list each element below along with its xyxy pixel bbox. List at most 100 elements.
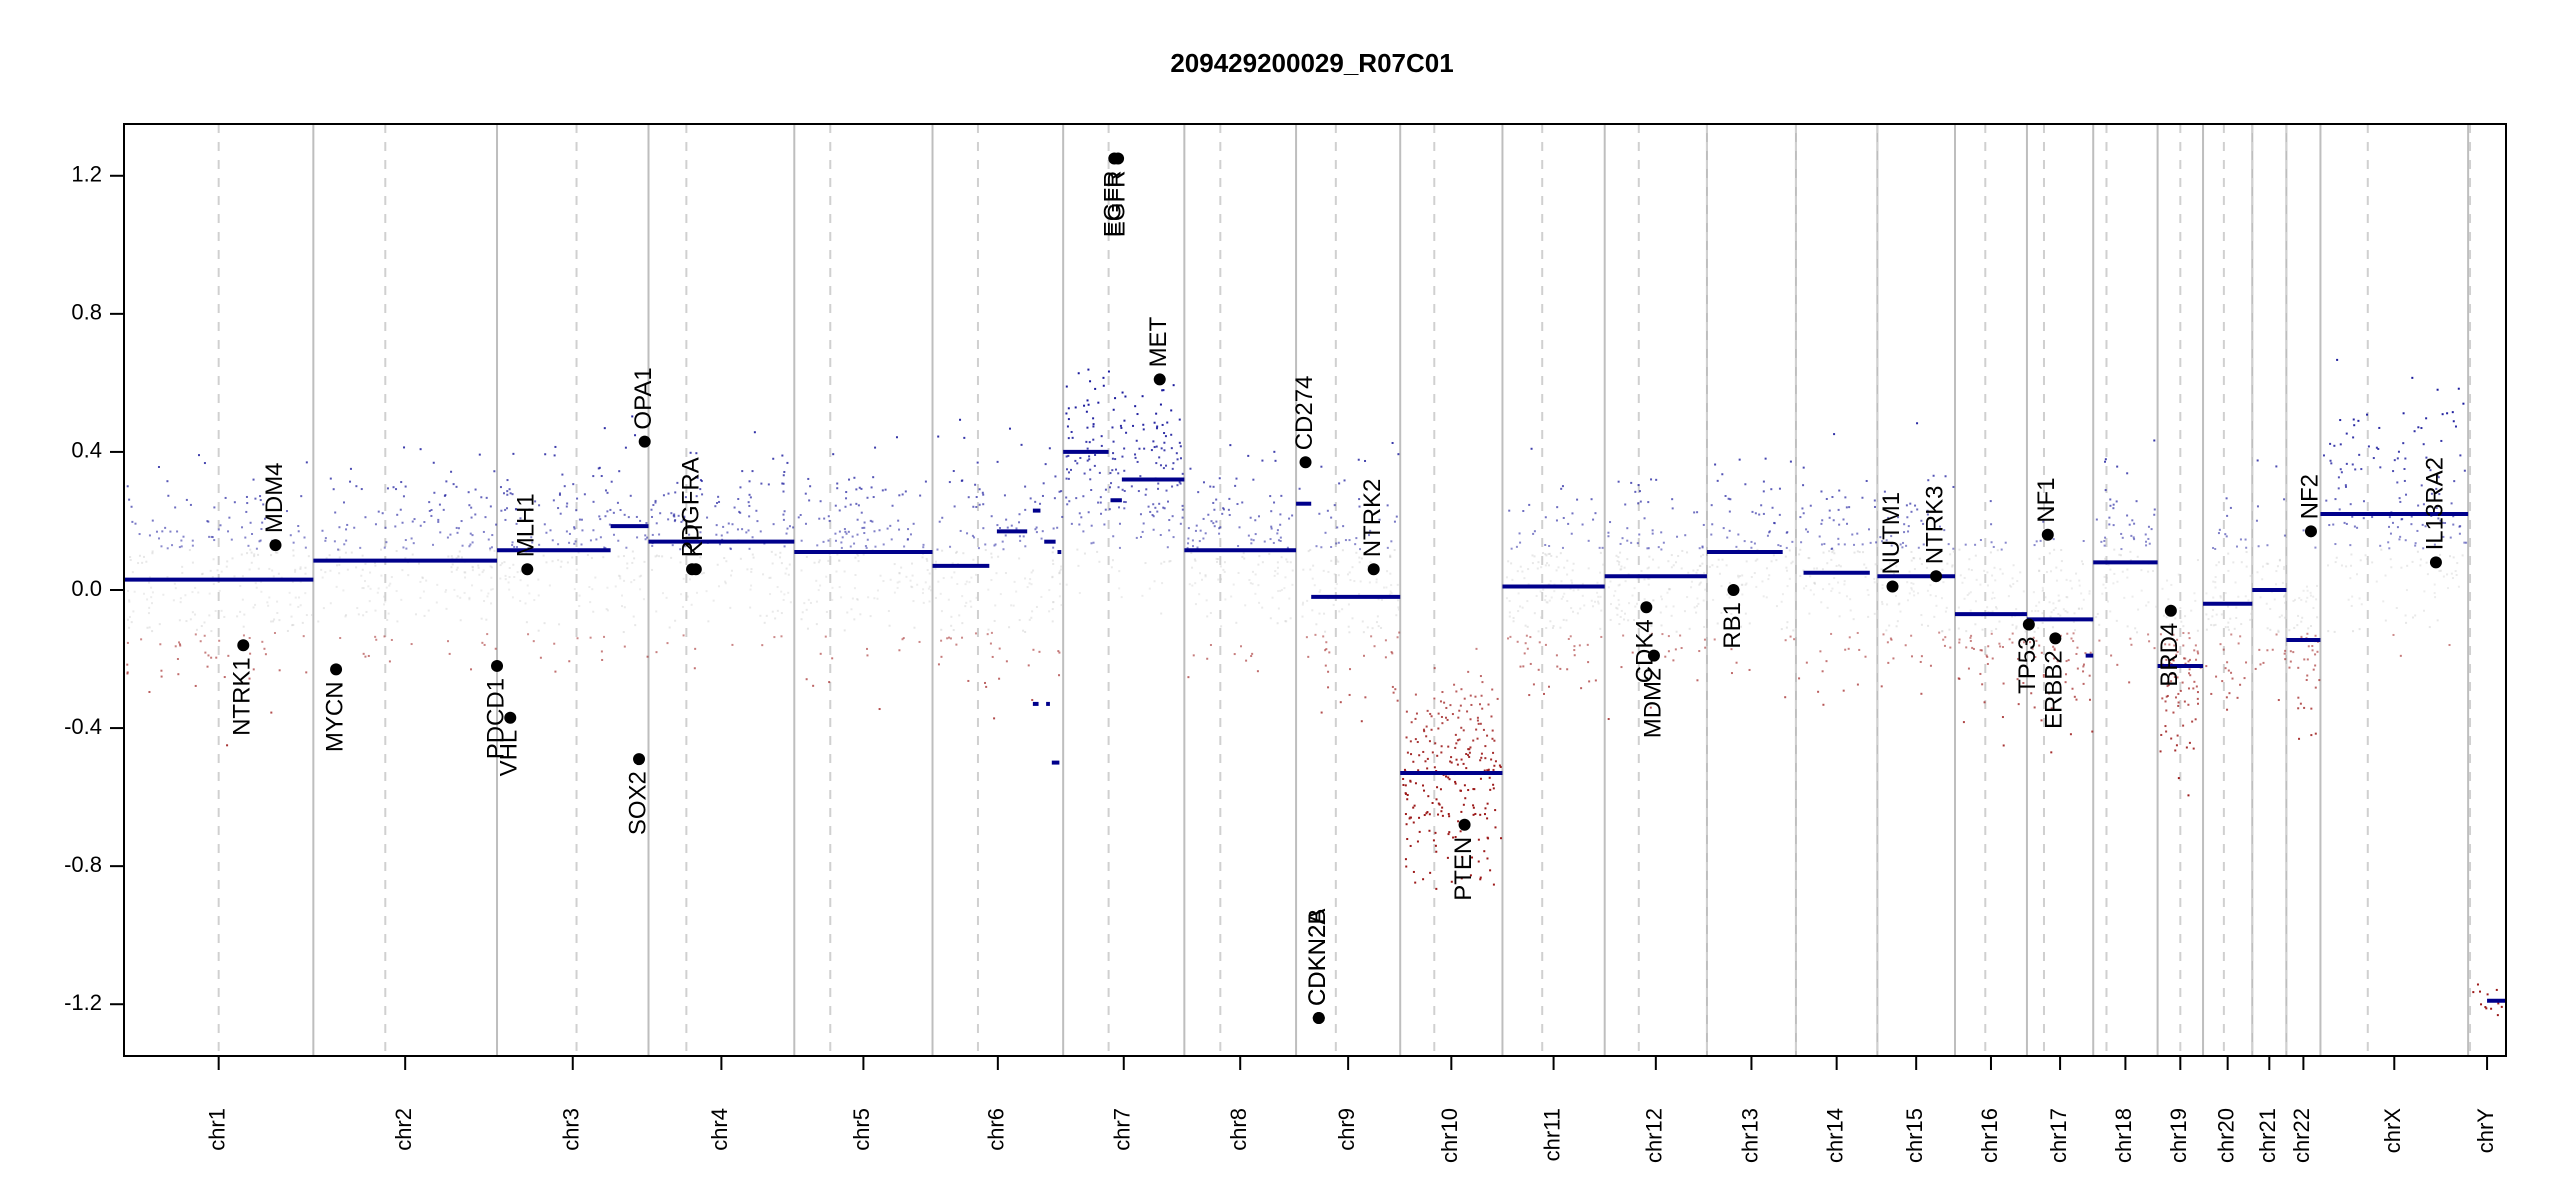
probe-point	[451, 557, 454, 560]
probe-point	[1125, 431, 1128, 434]
probe-point	[292, 541, 295, 544]
probe-point	[1917, 546, 1920, 549]
probe-point	[2275, 570, 2278, 573]
probe-point	[1065, 455, 1068, 458]
probe-point	[1396, 583, 1399, 586]
probe-point	[1402, 777, 1405, 780]
probe-point	[1545, 627, 1548, 630]
probe-point	[126, 485, 129, 488]
probe-point	[2454, 570, 2457, 573]
gene-label: NF2	[2296, 474, 2323, 519]
probe-point	[1360, 720, 1363, 723]
probe-point	[924, 480, 927, 483]
probe-point	[1414, 693, 1417, 696]
probe-point	[214, 609, 217, 612]
probe-point	[1150, 449, 1153, 452]
probe-point	[876, 589, 879, 592]
probe-point	[2041, 589, 2044, 592]
probe-point	[1389, 554, 1392, 557]
probe-point	[873, 530, 876, 533]
probe-point	[998, 677, 1001, 680]
probe-point	[2404, 457, 2407, 460]
probe-point	[2256, 505, 2259, 508]
probe-point	[741, 470, 744, 473]
probe-point	[729, 548, 732, 551]
probe-point	[761, 644, 764, 647]
probe-point	[731, 643, 734, 646]
probe-point	[2367, 445, 2370, 448]
probe-point	[1544, 543, 1547, 546]
probe-point	[751, 553, 754, 556]
probe-point	[1618, 561, 1621, 564]
probe-point	[1092, 417, 1095, 420]
probe-point	[780, 635, 783, 638]
probe-point	[1159, 464, 1162, 467]
probe-point	[551, 560, 554, 563]
probe-point	[1187, 676, 1190, 679]
probe-point	[1542, 692, 1545, 695]
probe-point	[1250, 655, 1253, 658]
probe-point	[2188, 637, 2191, 640]
probe-point	[148, 576, 151, 579]
probe-point	[1480, 752, 1483, 755]
probe-point	[2403, 479, 2406, 482]
probe-point	[1121, 488, 1124, 491]
probe-point	[1613, 594, 1616, 597]
probe-point	[558, 492, 561, 495]
probe-point	[1979, 672, 1982, 675]
probe-point	[1470, 703, 1473, 706]
probe-point	[1484, 757, 1487, 760]
probe-point	[2399, 654, 2402, 657]
probe-point	[1048, 447, 1051, 450]
probe-point	[882, 543, 885, 546]
probe-point	[948, 636, 951, 639]
probe-point	[1896, 620, 1899, 623]
probe-point	[838, 509, 841, 512]
probe-point	[364, 516, 367, 519]
probe-point	[2393, 459, 2396, 462]
probe-point	[1070, 522, 1073, 525]
probe-point	[1483, 813, 1486, 816]
probe-point	[160, 669, 163, 672]
probe-point	[2120, 548, 2123, 551]
probe-point	[800, 569, 803, 572]
probe-point	[151, 630, 154, 633]
probe-point	[691, 552, 694, 555]
probe-point	[1649, 634, 1652, 637]
probe-point	[1791, 540, 1794, 543]
probe-point	[869, 615, 872, 618]
probe-point	[921, 592, 924, 595]
probe-point	[1837, 543, 1840, 546]
probe-point	[297, 525, 300, 528]
probe-point	[384, 526, 387, 529]
probe-point	[1271, 596, 1274, 599]
probe-point	[1249, 516, 1252, 519]
probe-point	[509, 492, 512, 495]
probe-point	[919, 494, 922, 497]
probe-point	[1938, 631, 1941, 634]
probe-point	[762, 573, 765, 576]
probe-point	[1721, 558, 1724, 561]
probe-point	[2416, 550, 2419, 553]
probe-point	[1511, 578, 1514, 581]
probe-point	[1708, 565, 1711, 568]
probe-point	[969, 600, 972, 603]
probe-point	[1532, 683, 1535, 686]
probe-point	[575, 509, 578, 512]
probe-point	[861, 526, 864, 529]
probe-point	[1405, 865, 1408, 868]
probe-point	[375, 638, 378, 641]
probe-point	[1343, 479, 1346, 482]
probe-point	[310, 614, 313, 617]
probe-point	[1385, 586, 1388, 589]
probe-point	[528, 592, 531, 595]
probe-point	[717, 585, 720, 588]
probe-point	[2294, 598, 2297, 601]
probe-point	[300, 495, 303, 498]
probe-point	[1279, 540, 1282, 543]
probe-point	[1649, 706, 1652, 709]
probe-point	[2069, 733, 2072, 736]
probe-point	[1622, 634, 1625, 637]
probe-point	[1179, 482, 1182, 485]
probe-point	[2353, 525, 2356, 528]
